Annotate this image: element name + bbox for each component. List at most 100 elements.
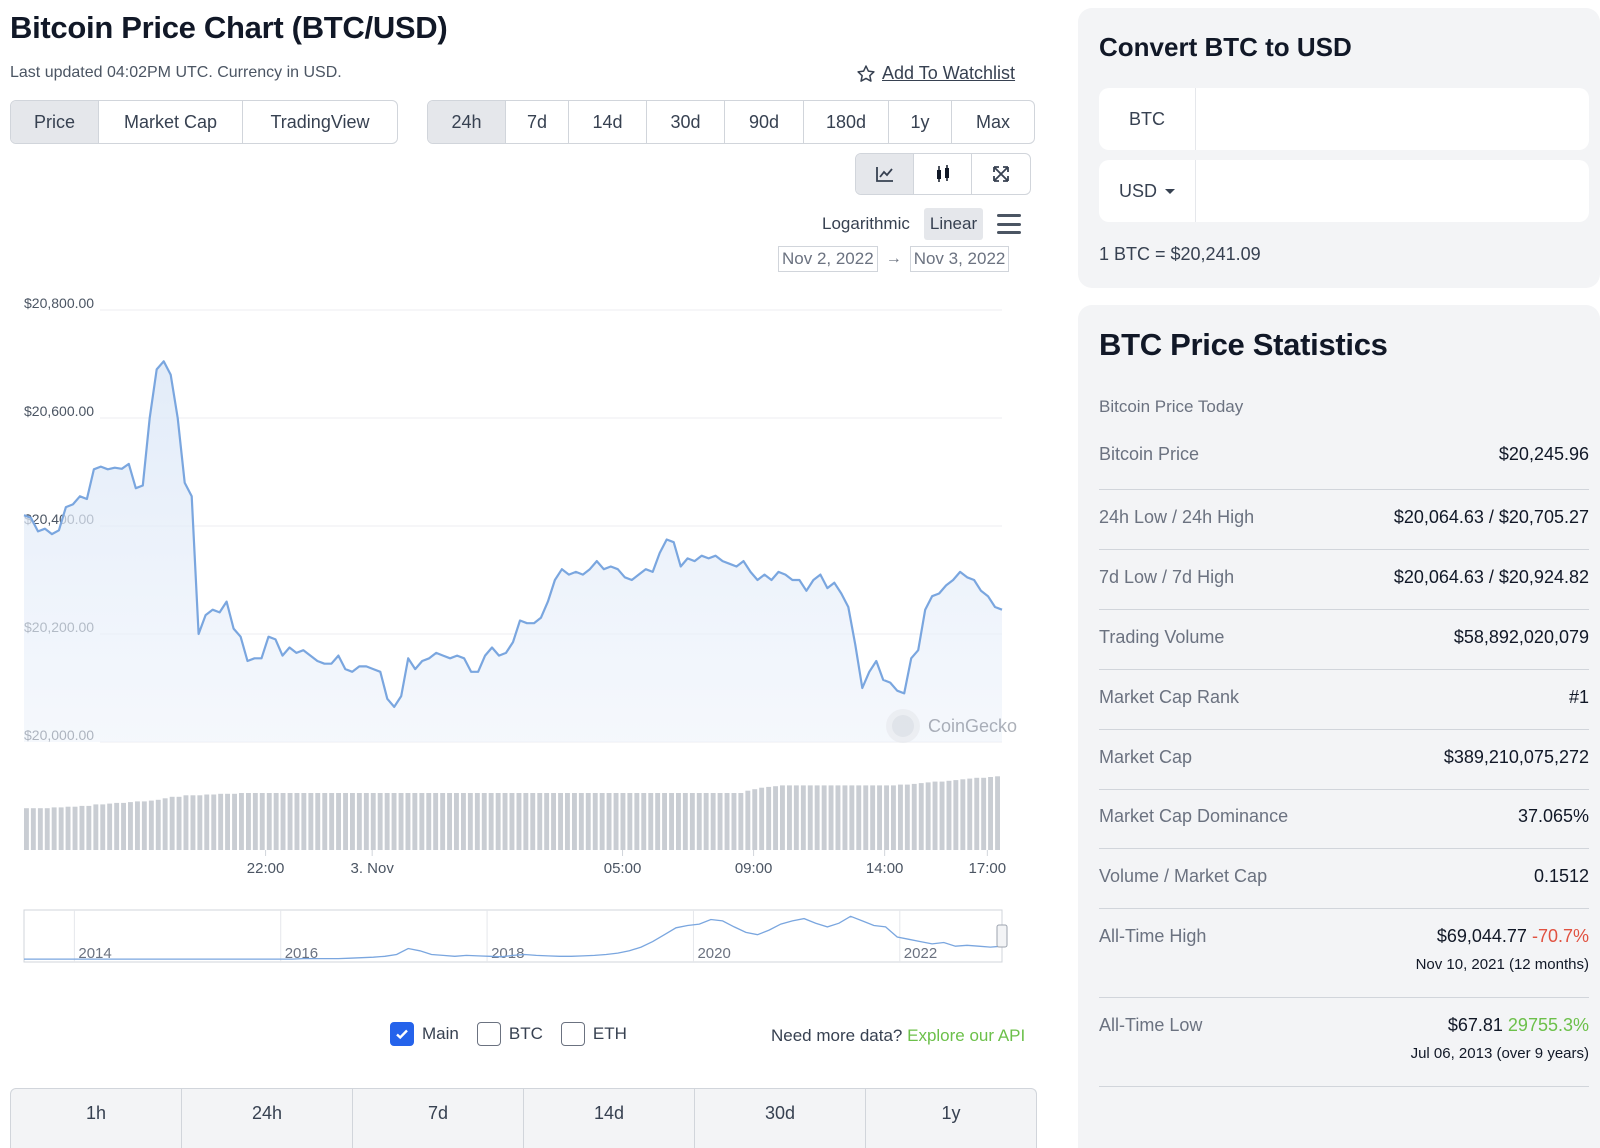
volume-bar [329, 793, 335, 850]
volume-bar [974, 777, 980, 850]
price-chart[interactable]: $20,800.00$20,600.00$20,400.00$20,200.00… [0, 290, 1040, 990]
volume-bar [114, 802, 120, 850]
candlestick-button[interactable] [914, 154, 972, 194]
stat-row: Market Cap $389,210,075,272 [1099, 730, 1589, 790]
volume-bar [315, 793, 321, 850]
volume-bar [967, 778, 973, 850]
volume-bar [37, 808, 43, 850]
volume-bar [689, 793, 695, 850]
range-tab-14d[interactable]: 14d [569, 101, 647, 143]
perf-tab-7d[interactable]: 7d [353, 1089, 524, 1148]
stat-value: $69,044.77 -70.7% [1437, 926, 1589, 947]
usd-currency-select[interactable]: USD [1099, 160, 1196, 222]
volume-bar [169, 796, 175, 850]
volume-bar [655, 793, 661, 850]
explore-api-link[interactable]: Explore our API [907, 1026, 1026, 1045]
star-icon [857, 64, 875, 82]
date-from-input[interactable]: Nov 2, 2022 [778, 246, 878, 272]
checkbox-unchecked[interactable] [476, 1022, 501, 1046]
main-label: Main [422, 1024, 459, 1043]
perf-tab-14d[interactable]: 14d [524, 1089, 695, 1148]
range-tab-7d[interactable]: 7d [506, 101, 569, 143]
volume-bar [606, 793, 612, 850]
ath-date: Nov 10, 2021 (12 months) [1415, 956, 1589, 973]
coingecko-watermark: CoinGecko [886, 709, 1017, 743]
stat-label: Market Cap Dominance [1099, 806, 1289, 826]
date-to-input[interactable]: Nov 3, 2022 [909, 246, 1010, 272]
volume-bar [953, 780, 959, 850]
btc-amount-input[interactable] [1196, 88, 1589, 150]
perf-tab-24h[interactable]: 24h [182, 1089, 353, 1148]
volume-bar [731, 793, 737, 850]
range-tab-30d[interactable]: 30d [647, 101, 725, 143]
tab-tradingview[interactable]: TradingView [270, 111, 370, 132]
volume-bar [141, 801, 147, 850]
volume-bar [932, 781, 938, 850]
y-tick-label: $20,600.00 [24, 403, 94, 419]
volume-bar [440, 793, 446, 850]
stat-label: Market Cap Rank [1099, 687, 1240, 707]
volume-bar [454, 793, 459, 850]
checkbox-checked[interactable] [390, 1022, 414, 1046]
volume-bar [426, 793, 432, 850]
volume-bar [891, 785, 896, 850]
range-tab-max[interactable]: Max [975, 111, 1010, 132]
main-checkbox[interactable]: Main [390, 1022, 459, 1046]
navigator-year-label: 2014 [78, 945, 111, 962]
eth-checkbox[interactable]: ETH [560, 1022, 627, 1046]
volume-bar [828, 785, 834, 850]
stats-title: BTC Price Statistics [1099, 327, 1388, 362]
volume-bar [613, 793, 619, 850]
volume-bar [287, 793, 293, 850]
usd-amount-input[interactable] [1196, 160, 1589, 222]
volume-bar [856, 785, 862, 850]
stat-value: $58,892,020,079 [1453, 627, 1589, 647]
usd-currency-label: USD [1118, 180, 1157, 201]
range-tab-180d[interactable]: 180d [804, 101, 889, 143]
volume-bar [918, 783, 924, 850]
navigator-handle[interactable] [996, 924, 1008, 948]
volume-bar [572, 793, 577, 850]
fullscreen-button[interactable] [972, 154, 1030, 194]
perf-tab-1h[interactable]: 1h [11, 1089, 182, 1148]
perf-tab-30d[interactable]: 30d [695, 1089, 866, 1148]
stat-value: $389,210,075,272 [1443, 747, 1589, 767]
hamburger-menu-icon[interactable] [997, 214, 1022, 234]
volume-bar [294, 793, 300, 850]
volume-bar [939, 781, 945, 850]
line-chart-button[interactable] [856, 154, 914, 194]
volume-bar [350, 793, 355, 850]
volume-bar [266, 793, 272, 850]
range-tab-24h[interactable]: 24h [428, 101, 506, 143]
perf-tab-1y[interactable]: 1y [941, 1103, 961, 1123]
tab-price[interactable]: Price [11, 101, 99, 143]
navigator-year-label: 2016 [285, 945, 318, 962]
volume-bar [225, 793, 230, 850]
usd-input-row: USD [1099, 160, 1589, 222]
volume-bar [780, 785, 785, 850]
stats-subtitle: Bitcoin Price Today [1099, 397, 1244, 416]
range-tab-90d[interactable]: 90d [725, 101, 804, 143]
series-legend: Main BTC ETH [390, 1022, 627, 1046]
volume-bar [835, 785, 841, 850]
volume-bar [578, 793, 584, 850]
range-tab-1y[interactable]: 1y [889, 101, 952, 143]
scale-logarithmic[interactable]: Logarithmic [822, 214, 910, 233]
atl-change: 29755.3% [1507, 1015, 1589, 1035]
price-area [24, 361, 1002, 742]
add-to-watchlist-link[interactable]: Add To Watchlist [856, 63, 1015, 84]
tab-market-cap[interactable]: Market Cap [99, 101, 243, 143]
volume-bar [447, 793, 452, 850]
stat-value: #1 [1568, 687, 1589, 707]
scale-linear[interactable]: Linear [923, 208, 984, 240]
volume-bar [148, 800, 154, 850]
volume-bar [863, 785, 869, 850]
volume-bar [710, 793, 716, 850]
time-range-tabs: 24h 7d 14d 30d 90d 180d 1y Max [427, 100, 1035, 144]
volume-bar [995, 776, 1000, 850]
checkbox-unchecked[interactable] [560, 1022, 585, 1046]
volume-bar [821, 785, 827, 850]
volume-bar [100, 804, 106, 850]
btc-checkbox[interactable]: BTC [476, 1022, 543, 1046]
volume-bar [252, 793, 258, 850]
